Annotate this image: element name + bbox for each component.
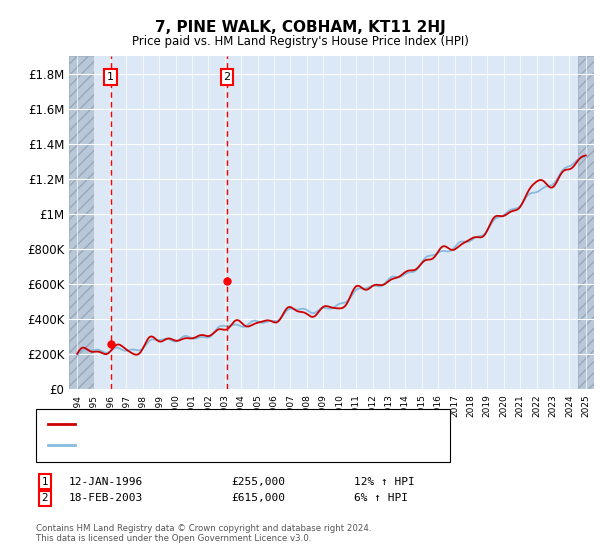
Text: 7, PINE WALK, COBHAM, KT11 2HJ (detached house): 7, PINE WALK, COBHAM, KT11 2HJ (detached… (81, 419, 351, 429)
Text: 2: 2 (41, 493, 49, 503)
Text: HPI: Average price, detached house, Elmbridge: HPI: Average price, detached house, Elmb… (81, 440, 327, 450)
Bar (578, 56, 594, 389)
Text: 18-FEB-2003: 18-FEB-2003 (69, 493, 143, 503)
Text: 1: 1 (107, 72, 114, 82)
Text: Price paid vs. HM Land Registry's House Price Index (HPI): Price paid vs. HM Land Registry's House … (131, 35, 469, 48)
Text: 7, PINE WALK, COBHAM, KT11 2HJ: 7, PINE WALK, COBHAM, KT11 2HJ (155, 20, 445, 35)
Text: £615,000: £615,000 (231, 493, 285, 503)
Bar (69, 56, 94, 389)
Text: £255,000: £255,000 (231, 477, 285, 487)
Text: 1: 1 (41, 477, 49, 487)
Text: 12-JAN-1996: 12-JAN-1996 (69, 477, 143, 487)
Text: 6% ↑ HPI: 6% ↑ HPI (354, 493, 408, 503)
Text: 2: 2 (223, 72, 230, 82)
Text: 12% ↑ HPI: 12% ↑ HPI (354, 477, 415, 487)
Text: Contains HM Land Registry data © Crown copyright and database right 2024.
This d: Contains HM Land Registry data © Crown c… (36, 524, 371, 543)
